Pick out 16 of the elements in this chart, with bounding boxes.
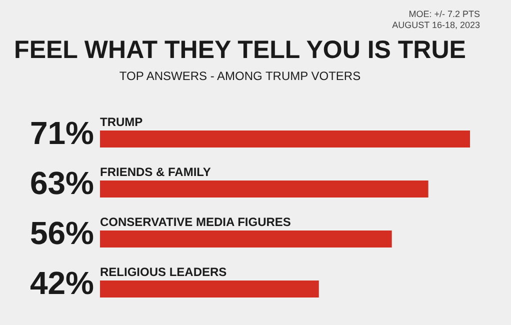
data-label: 42%	[30, 265, 94, 301]
data-label: 71%	[30, 115, 94, 151]
bar	[100, 130, 470, 148]
bar	[100, 180, 428, 198]
text: AUGUST 16-18, 2023	[392, 20, 480, 30]
bar	[100, 280, 319, 298]
y-tick-label: CONSERVATIVE MEDIA FIGURES	[100, 215, 291, 229]
y-tick-label: RELIGIOUS LEADERS	[100, 265, 227, 279]
chart-subtitle: TOP ANSWERS - AMONG TRUMP VOTERS	[119, 69, 361, 83]
data-label: 56%	[30, 215, 94, 251]
y-tick-label: TRUMP	[100, 115, 143, 129]
text: MOE: +/- 7.2 PTS	[408, 9, 480, 19]
data-label: 63%	[30, 165, 94, 201]
bar	[100, 230, 392, 248]
chart-title: FEEL WHAT THEY TELL YOU IS TRUE	[14, 36, 466, 64]
y-tick-label: FRIENDS & FAMILY	[100, 165, 211, 179]
